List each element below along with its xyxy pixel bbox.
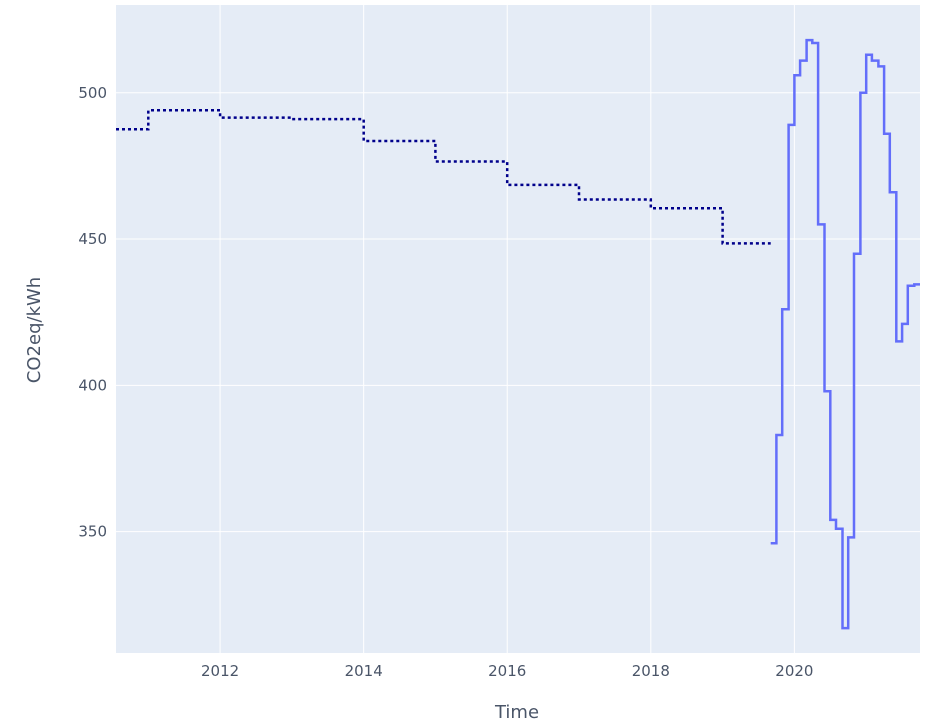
x-tick-label: 2018 xyxy=(632,662,670,680)
y-tick-label: 450 xyxy=(78,230,107,248)
gridlines xyxy=(116,5,920,653)
series-dotted-line xyxy=(116,109,771,245)
y-tick-label: 500 xyxy=(78,84,107,102)
series-layer xyxy=(116,38,920,630)
x-tick-label: 2012 xyxy=(201,662,239,680)
series-solid-line xyxy=(770,38,920,630)
x-tick-label: 2016 xyxy=(488,662,526,680)
x-tick-label: 2020 xyxy=(775,662,813,680)
x-axis-ticks: 2012 2014 2016 2018 2020 xyxy=(201,662,813,680)
y-tick-label: 350 xyxy=(78,523,107,541)
y-axis-ticks: 350 400 450 500 xyxy=(78,84,107,541)
x-tick-label: 2014 xyxy=(345,662,383,680)
x-axis-title: Time xyxy=(494,702,539,723)
y-axis-title: CO2eq/kWh xyxy=(24,277,45,383)
plot-background xyxy=(116,5,920,653)
y-tick-label: 400 xyxy=(78,376,107,394)
